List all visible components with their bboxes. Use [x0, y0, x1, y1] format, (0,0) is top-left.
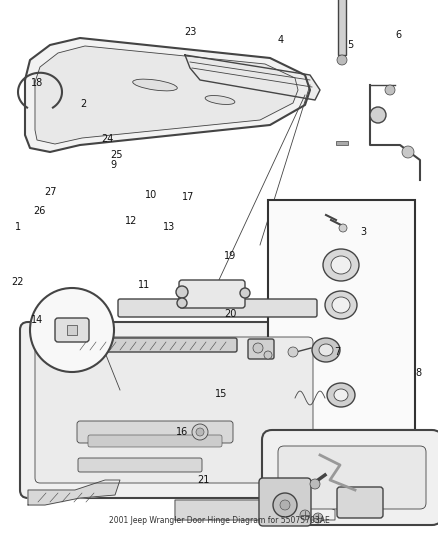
Circle shape	[402, 146, 414, 158]
Text: 14: 14	[31, 315, 43, 325]
FancyBboxPatch shape	[73, 338, 237, 352]
Circle shape	[176, 286, 188, 298]
Ellipse shape	[133, 79, 177, 91]
FancyBboxPatch shape	[35, 337, 313, 483]
FancyBboxPatch shape	[278, 446, 426, 509]
Circle shape	[192, 424, 208, 440]
Text: 4: 4	[277, 35, 283, 45]
Polygon shape	[35, 46, 298, 144]
Circle shape	[385, 85, 395, 95]
Circle shape	[253, 343, 263, 353]
Text: 7: 7	[334, 347, 340, 357]
Bar	[67, 325, 77, 335]
Circle shape	[310, 479, 320, 489]
Ellipse shape	[331, 256, 351, 274]
Text: 24: 24	[101, 134, 113, 143]
FancyBboxPatch shape	[248, 339, 274, 359]
Ellipse shape	[319, 344, 333, 356]
Text: 10: 10	[145, 190, 157, 199]
Text: 18: 18	[31, 78, 43, 87]
Circle shape	[300, 510, 310, 520]
Text: 13: 13	[162, 222, 175, 231]
Circle shape	[280, 500, 290, 510]
Text: 2001 Jeep Wrangler Door Hinge Diagram for 55075703AE: 2001 Jeep Wrangler Door Hinge Diagram fo…	[109, 516, 329, 525]
FancyBboxPatch shape	[337, 487, 383, 518]
Text: 22: 22	[11, 278, 24, 287]
FancyBboxPatch shape	[118, 299, 317, 317]
Circle shape	[264, 351, 272, 359]
FancyBboxPatch shape	[77, 421, 233, 443]
Text: 25: 25	[110, 150, 122, 159]
Text: 21: 21	[198, 475, 210, 484]
Circle shape	[339, 224, 347, 232]
Text: 9: 9	[111, 160, 117, 170]
Text: 5: 5	[347, 41, 353, 50]
Ellipse shape	[312, 338, 340, 362]
Text: 1: 1	[14, 222, 21, 231]
Circle shape	[370, 107, 386, 123]
Polygon shape	[28, 480, 120, 505]
FancyBboxPatch shape	[179, 280, 245, 308]
Text: 11: 11	[138, 280, 151, 290]
Polygon shape	[25, 38, 310, 152]
FancyBboxPatch shape	[88, 435, 222, 447]
Circle shape	[273, 493, 297, 517]
FancyBboxPatch shape	[259, 478, 311, 526]
Text: 15: 15	[215, 390, 227, 399]
Ellipse shape	[332, 297, 350, 313]
Ellipse shape	[327, 383, 355, 407]
Text: 19: 19	[224, 251, 236, 261]
Text: 17: 17	[182, 192, 194, 202]
FancyBboxPatch shape	[78, 458, 202, 472]
Text: 23: 23	[184, 27, 197, 37]
FancyBboxPatch shape	[20, 322, 328, 498]
Bar	[336, 141, 348, 145]
Text: 20: 20	[224, 310, 236, 319]
FancyBboxPatch shape	[55, 318, 89, 342]
Ellipse shape	[334, 389, 348, 401]
Text: 3: 3	[360, 227, 367, 237]
Text: 8: 8	[415, 368, 421, 378]
Circle shape	[177, 298, 187, 308]
Circle shape	[30, 288, 114, 372]
FancyBboxPatch shape	[262, 430, 438, 525]
Bar	[338, 0, 346, 55]
Ellipse shape	[323, 249, 359, 281]
Bar	[268, 200, 415, 430]
Ellipse shape	[205, 95, 235, 104]
Text: 26: 26	[33, 206, 46, 215]
Text: 12: 12	[125, 216, 138, 226]
Polygon shape	[175, 500, 335, 520]
Text: 27: 27	[44, 187, 57, 197]
Text: 2: 2	[80, 99, 86, 109]
Circle shape	[288, 347, 298, 357]
Polygon shape	[185, 55, 320, 100]
Circle shape	[240, 288, 250, 298]
Circle shape	[196, 428, 204, 436]
Text: 16: 16	[176, 427, 188, 437]
Circle shape	[337, 55, 347, 65]
Circle shape	[313, 513, 323, 523]
Ellipse shape	[325, 291, 357, 319]
Text: 6: 6	[396, 30, 402, 39]
